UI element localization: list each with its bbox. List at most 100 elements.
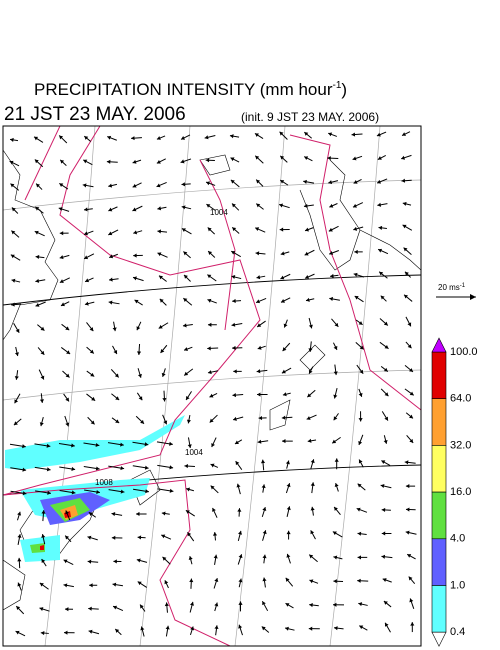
arrow-head [181, 205, 186, 210]
arrow-head [378, 225, 383, 230]
wind-arrow [83, 253, 95, 260]
wind-arrow [207, 274, 217, 282]
wind-arrow [112, 582, 123, 587]
arrow-head [17, 582, 22, 587]
wind-arrow [282, 439, 293, 444]
wind-arrow [132, 159, 142, 164]
wind-arrow [357, 483, 366, 491]
arrow-head [85, 278, 90, 283]
parallel [3, 274, 421, 306]
arrow-head [137, 351, 142, 355]
wind-arrow [132, 205, 143, 212]
wind-arrow [108, 229, 119, 236]
arrow-head [234, 440, 239, 444]
arrow-head [305, 297, 310, 302]
wind-arrow [59, 277, 70, 283]
arrow-head [309, 602, 313, 608]
arrow-head [351, 132, 356, 137]
wind-arrow [332, 342, 338, 351]
wind-arrow [279, 155, 288, 163]
arrow-head [358, 321, 363, 325]
arrow-head [333, 394, 338, 399]
arrow-head [22, 444, 26, 449]
wind-arrow [403, 247, 412, 255]
arrow-head [405, 530, 410, 535]
arrow-head [113, 559, 117, 564]
arrow-head [40, 630, 45, 636]
arrow-head [132, 207, 137, 212]
arrow-head [91, 396, 96, 401]
wind-arrow [64, 607, 74, 612]
wind-arrow [308, 317, 313, 329]
wind-arrow [353, 178, 362, 184]
arrow-head [377, 179, 382, 184]
arrow-head [66, 350, 71, 354]
arrow-head [404, 271, 409, 276]
wind-arrow [309, 602, 319, 608]
wind-arrow [404, 364, 414, 373]
arrow-head [231, 251, 236, 255]
arrow-head [212, 532, 218, 536]
wind-arrow [185, 487, 195, 492]
arrow-head [186, 419, 191, 424]
wind-arrow [61, 323, 70, 331]
wind-arrow [207, 250, 216, 258]
arrow-head [282, 439, 286, 444]
arrow-head [190, 626, 195, 631]
arrow-head [261, 626, 266, 631]
arrow-head [410, 622, 415, 626]
arrow-head [137, 581, 142, 586]
arrow-head [352, 156, 357, 161]
arrow-head [15, 630, 20, 635]
arrow-head [409, 414, 414, 419]
wind-arrow [15, 605, 25, 615]
arrow-head [59, 255, 64, 260]
wind-arrow [62, 370, 70, 378]
wind-arrow [183, 251, 191, 259]
wind-arrow [354, 249, 363, 254]
wind-arrow [161, 511, 170, 516]
wind-arrow [354, 295, 364, 303]
arrow-head [254, 133, 259, 137]
arrow-head [309, 579, 314, 584]
wind-arrow [63, 393, 70, 402]
colorbar-segment [431, 351, 447, 400]
wind-arrow [187, 532, 195, 542]
arrow-head [63, 583, 68, 588]
arrow-head [309, 554, 314, 559]
arrow-head [84, 255, 89, 260]
wind-arrow [238, 578, 243, 588]
wind-arrow [59, 231, 69, 236]
arrow-head [63, 559, 68, 564]
wind-arrow [334, 458, 339, 470]
wind-arrow [254, 155, 264, 164]
wind-arrow [11, 302, 22, 307]
pressure-contour [24, 126, 61, 201]
arrow-head [404, 460, 409, 465]
wind-arrow [310, 482, 315, 494]
arrow-head [164, 580, 169, 585]
wind-arrow [327, 156, 339, 161]
arrow-head [359, 369, 364, 374]
arrow-head [358, 418, 363, 422]
arrow-head [10, 183, 15, 188]
wind-arrow [255, 251, 266, 256]
wind-arrow [109, 253, 118, 259]
arrow-head [329, 203, 334, 208]
arrow-head [207, 227, 212, 232]
arrow-head [209, 418, 214, 423]
wind-arrow [233, 369, 242, 374]
wind-arrow [405, 507, 416, 512]
arrow-head [281, 415, 286, 420]
wind-arrow [238, 624, 243, 636]
arrow-head [187, 444, 192, 448]
wind-arrow [400, 154, 412, 160]
arrow-head [304, 251, 309, 256]
arrow-head [137, 535, 142, 540]
arrow-head [65, 510, 70, 515]
wind-arrow [279, 179, 289, 186]
wind-arrow [161, 368, 166, 377]
wind-arrow [262, 577, 267, 588]
arrow-head [402, 132, 407, 136]
wind-arrow [38, 369, 45, 380]
